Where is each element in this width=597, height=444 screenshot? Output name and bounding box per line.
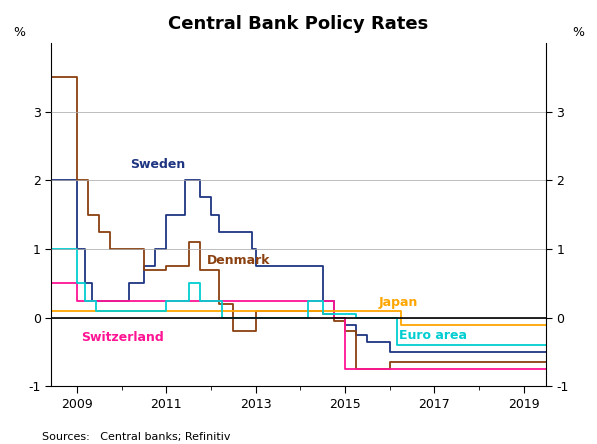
- Text: %: %: [572, 27, 584, 40]
- Title: Central Bank Policy Rates: Central Bank Policy Rates: [168, 15, 429, 33]
- Text: Japan: Japan: [378, 296, 418, 309]
- Text: Sweden: Sweden: [131, 158, 186, 171]
- Text: Switzerland: Switzerland: [81, 331, 164, 344]
- Text: Denmark: Denmark: [207, 254, 270, 267]
- Text: Sources:   Central banks; Refinitiv: Sources: Central banks; Refinitiv: [42, 432, 230, 442]
- Text: %: %: [13, 27, 25, 40]
- Text: Euro area: Euro area: [399, 329, 466, 342]
